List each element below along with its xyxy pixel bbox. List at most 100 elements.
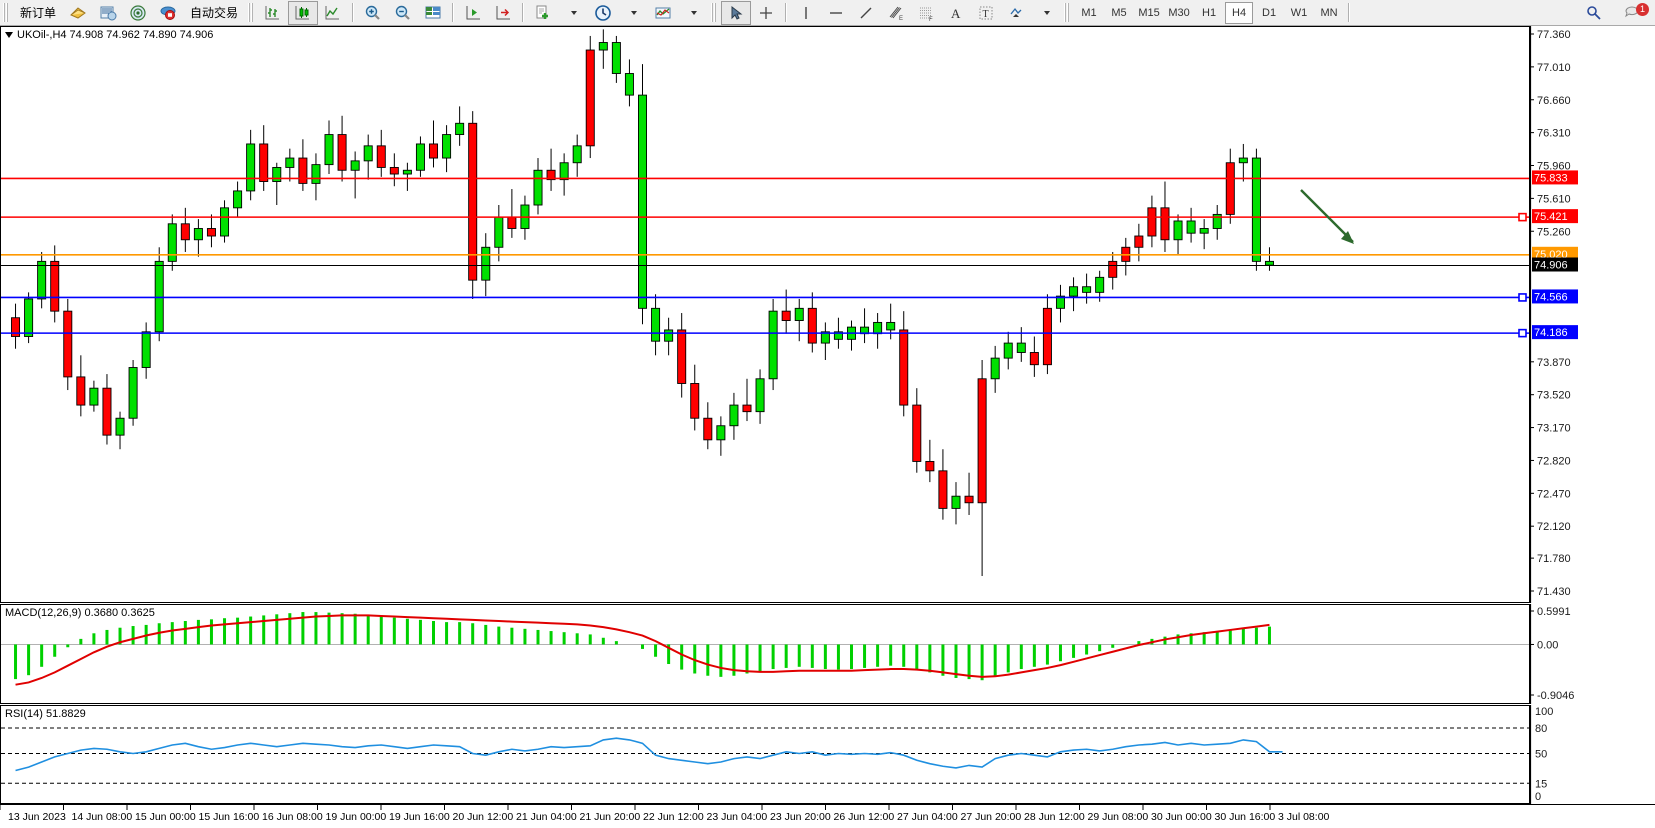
chart-header: UKOil-,H4 74.908 74.962 74.890 74.906 (5, 29, 213, 41)
bar-chart-icon[interactable] (258, 1, 288, 25)
rsi-svg (1, 727, 1529, 784)
data-window-icon[interactable] (93, 1, 123, 25)
candlestick (1173, 214, 1183, 255)
new-order-button[interactable]: 新订单 (13, 1, 63, 25)
fibonacci-icon[interactable]: F (911, 1, 941, 25)
candlestick (664, 317, 674, 356)
candlestick (376, 129, 386, 177)
candlestick (389, 153, 399, 187)
timeframe-mn[interactable]: MN (1320, 6, 1338, 19)
templates-dropdown-arrow[interactable] (558, 1, 588, 25)
down-arrow-annotation[interactable] (1300, 189, 1354, 244)
price-scale-rsi[interactable]: 100 80 50 15 0 (1530, 705, 1655, 804)
notification-icon[interactable]: 1 (1619, 1, 1649, 25)
candlestick (1134, 223, 1144, 262)
shapes-dropdown-arrow[interactable] (1031, 1, 1061, 25)
price-badge-support[interactable] (1532, 289, 1578, 304)
price-level-handle[interactable] (1518, 293, 1527, 302)
timeframe-group: M1 M5 M15 M30 H1 H4 D1 W1 MN (1074, 1, 1344, 24)
toolbar-grip-3[interactable] (711, 3, 719, 22)
equidistant-channel-icon[interactable]: E (881, 1, 911, 25)
text-box-icon[interactable]: T (971, 1, 1001, 25)
price-tick: 71.780 (1537, 553, 1571, 565)
candlestick (846, 320, 856, 351)
line-chart-icon[interactable] (318, 1, 348, 25)
candlestick (429, 120, 439, 168)
candlestick-chart-icon[interactable] (288, 0, 319, 25)
timeframe-w1[interactable]: W1 (1290, 6, 1308, 19)
time-tick: 20 Jun 12:00 (453, 811, 514, 823)
new-order-label: 新订单 (20, 6, 57, 20)
chart-shift-icon[interactable] (458, 1, 488, 25)
auto-scroll-icon[interactable] (488, 1, 518, 25)
period-icon[interactable] (588, 1, 618, 25)
candlestick (102, 374, 112, 445)
toolbar-grip-2[interactable] (248, 3, 256, 22)
price-chart-panel[interactable]: UKOil-,H4 74.908 74.962 74.890 74.906 (0, 26, 1530, 603)
candlestick (285, 148, 295, 182)
timeframe-d1[interactable]: D1 (1262, 6, 1277, 19)
period-dropdown-arrow[interactable] (618, 1, 648, 25)
auto-trading-button[interactable]: 自动交易 (183, 1, 245, 25)
price-badge-pivot[interactable] (1532, 246, 1578, 261)
auto-trading-icon[interactable] (153, 1, 183, 25)
candlestick (76, 355, 86, 417)
vertical-line-icon[interactable] (791, 1, 821, 25)
price-level-handle[interactable] (1518, 328, 1527, 338)
expert-advisor-icon[interactable] (63, 1, 93, 25)
candlestick (755, 369, 765, 424)
time-scale[interactable]: 13 Jun 2023 14 Jun 08:00 15 Jun 00:00 15 Ju… (0, 804, 1655, 828)
timeframe-m1[interactable]: M1 (1081, 6, 1097, 19)
macd-header: MACD(12,26,9) 0.3680 0.3625 (5, 607, 155, 619)
shapes-icon[interactable] (1001, 1, 1031, 25)
templates-icon[interactable] (528, 1, 558, 25)
crosshair-icon[interactable] (751, 1, 781, 25)
toolbar-grip[interactable] (3, 3, 10, 22)
timeframe-m15[interactable]: M15 (1138, 6, 1160, 19)
zoom-in-icon[interactable] (358, 1, 388, 25)
collapse-triangle-icon[interactable] (5, 32, 13, 39)
text-label-icon[interactable]: A (941, 1, 971, 25)
timeframe-m30[interactable]: M30 (1168, 6, 1190, 19)
price-badge-resistance[interactable] (1532, 209, 1578, 224)
timeframe-h4[interactable]: H4 (1225, 1, 1254, 24)
price-badge-label: 75.833 (1534, 172, 1568, 184)
candlestick (651, 294, 661, 356)
time-tick: 19 Jun 00:00 (326, 811, 387, 823)
price-scale-macd[interactable]: 0.5991 0.00 -0.9046 (1530, 604, 1655, 704)
candlestick (37, 251, 47, 309)
candlestick (990, 345, 1000, 393)
trendline-icon[interactable] (851, 1, 881, 25)
toolbar-grip-4[interactable] (1064, 3, 1072, 22)
price-badge-resistance[interactable] (1532, 170, 1578, 185)
toolbar-separator-3 (522, 3, 525, 22)
indicators-dropdown-arrow[interactable] (678, 1, 708, 25)
candlestick (89, 380, 99, 412)
candlestick (233, 181, 243, 218)
time-tick: 16 Jun 08:00 (262, 811, 323, 823)
navigator-icon[interactable] (123, 1, 153, 25)
chart-grid-icon[interactable] (418, 1, 448, 25)
candlestick (246, 129, 256, 201)
price-level-handle[interactable] (1518, 212, 1527, 222)
timeframe-h1[interactable]: H1 (1202, 6, 1217, 19)
price-badge-current-price[interactable] (1532, 257, 1578, 272)
indicators-icon[interactable] (648, 1, 678, 25)
zoom-out-icon[interactable] (388, 1, 418, 25)
candlestick (860, 308, 870, 344)
price-scale-main[interactable]: 77.360 77.010 76.660 76.310 75.960 75.610 75.2… (1530, 26, 1655, 603)
time-tick: 27 Jun 20:00 (961, 811, 1022, 823)
price-tick: 75.260 (1537, 226, 1571, 238)
candlestick (1147, 195, 1157, 248)
price-badge-support[interactable] (1532, 325, 1578, 340)
candlestick (559, 153, 569, 196)
candlestick (1121, 237, 1131, 276)
cursor-icon[interactable] (721, 0, 752, 25)
rsi-panel[interactable]: RSI(14) 51.8829 (0, 705, 1530, 804)
timeframe-m5[interactable]: M5 (1111, 6, 1127, 19)
search-icon[interactable] (1579, 1, 1609, 25)
rsi-tick: 50 (1535, 749, 1547, 761)
macd-panel[interactable]: MACD(12,26,9) 0.3680 0.3625 (0, 604, 1530, 704)
time-tick: 30 Jun 16:00 (1215, 811, 1276, 823)
horizontal-line-icon[interactable] (821, 1, 851, 25)
